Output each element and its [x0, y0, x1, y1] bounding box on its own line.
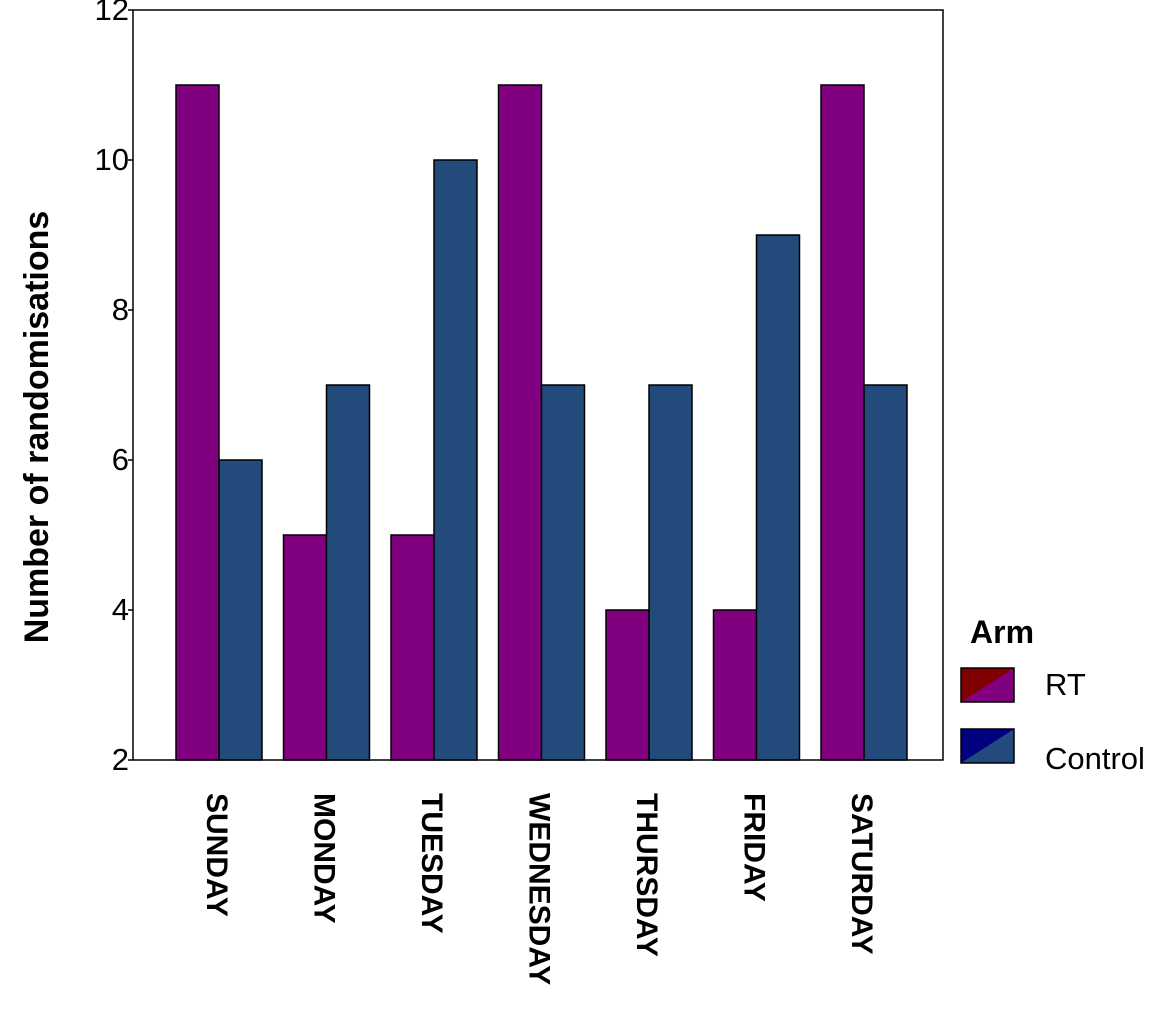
bar-control-tuesday: [433, 159, 478, 761]
y-tick-label: 6: [112, 442, 129, 477]
bar-rt-thursday: [605, 609, 650, 761]
y-axis-title: Number of randomisations: [18, 211, 56, 644]
bar-rt-saturday: [820, 84, 865, 761]
y-tick-label: 8: [112, 292, 129, 327]
y-tick-label: 2: [112, 742, 129, 777]
bar-control-thursday: [648, 384, 693, 761]
legend-swatch-border-rt: [960, 667, 1015, 703]
x-tick-label: TUESDAY: [415, 793, 448, 934]
y-tick-label: 12: [95, 0, 129, 27]
legend-swatch-border-control: [960, 728, 1015, 764]
x-tick-label: MONDAY: [308, 793, 341, 924]
bar-rt-sunday: [175, 84, 220, 761]
x-tick-label: SATURDAY: [845, 793, 878, 955]
bar-rt-tuesday: [390, 534, 435, 761]
x-tick-label: FRIDAY: [738, 793, 771, 902]
legend-swatch-accent-rt: [961, 668, 1014, 702]
x-tick-label: SUNDAY: [200, 793, 233, 917]
bar-control-monday: [325, 384, 371, 761]
bar-control-wednesday: [540, 384, 586, 761]
x-tick-label: THURSDAY: [630, 793, 663, 957]
legend-label-control: Control: [1045, 741, 1145, 776]
y-tick-label: 4: [112, 592, 129, 627]
bar-control-sunday: [218, 459, 263, 761]
y-tick-label: 10: [95, 142, 129, 177]
bar-rt-monday: [282, 534, 328, 761]
bar-rt-friday: [712, 609, 758, 761]
x-tick-label: WEDNESDAY: [523, 793, 556, 985]
bar-control-friday: [755, 234, 801, 761]
legend-label-rt: RT: [1045, 667, 1086, 702]
bar-rt-wednesday: [497, 84, 543, 761]
legend-title: Arm: [970, 614, 1034, 650]
bar-control-saturday: [863, 384, 908, 761]
legend-swatch-accent-control: [961, 729, 1014, 763]
